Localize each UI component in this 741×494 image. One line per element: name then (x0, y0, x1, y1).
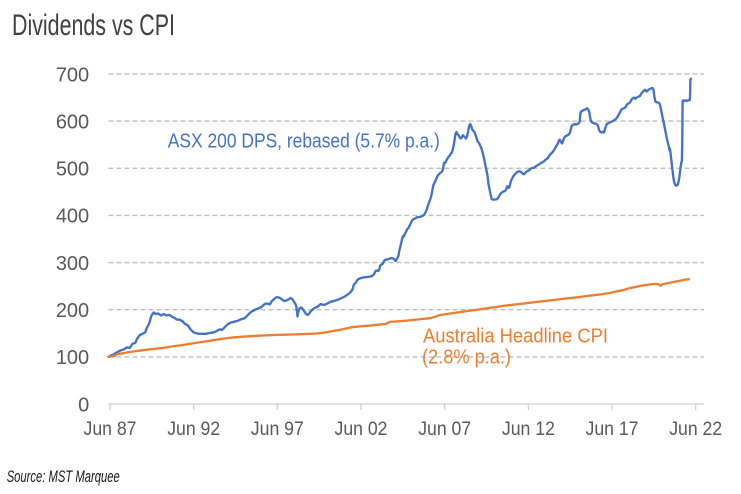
svg-text:Jun 17: Jun 17 (586, 419, 639, 440)
svg-text:(2.8% p.a.): (2.8% p.a.) (422, 346, 511, 369)
svg-text:Dividends vs CPI: Dividends vs CPI (12, 9, 175, 42)
svg-text:500: 500 (56, 159, 89, 181)
svg-text:600: 600 (56, 111, 89, 133)
svg-text:Jun 87: Jun 87 (84, 419, 137, 440)
svg-text:400: 400 (56, 206, 89, 228)
svg-text:Jun 12: Jun 12 (502, 419, 555, 440)
svg-text:Jun 22: Jun 22 (669, 419, 722, 440)
svg-text:700: 700 (56, 64, 89, 86)
svg-text:ASX 200 DPS, rebased (5.7% p.a: ASX 200 DPS, rebased (5.7% p.a.) (168, 130, 440, 153)
svg-text:Australia Headline CPI: Australia Headline CPI (423, 325, 608, 348)
svg-text:100: 100 (56, 347, 89, 369)
svg-text:Jun 97: Jun 97 (251, 419, 304, 440)
svg-text:200: 200 (56, 300, 89, 322)
svg-text:Jun 02: Jun 02 (335, 419, 388, 440)
svg-text:300: 300 (56, 253, 89, 275)
svg-text:Jun 92: Jun 92 (167, 419, 220, 440)
svg-text:Source: MST Marquee: Source: MST Marquee (7, 468, 120, 486)
svg-text:0: 0 (78, 394, 89, 416)
svg-text:Jun 07: Jun 07 (418, 419, 471, 440)
